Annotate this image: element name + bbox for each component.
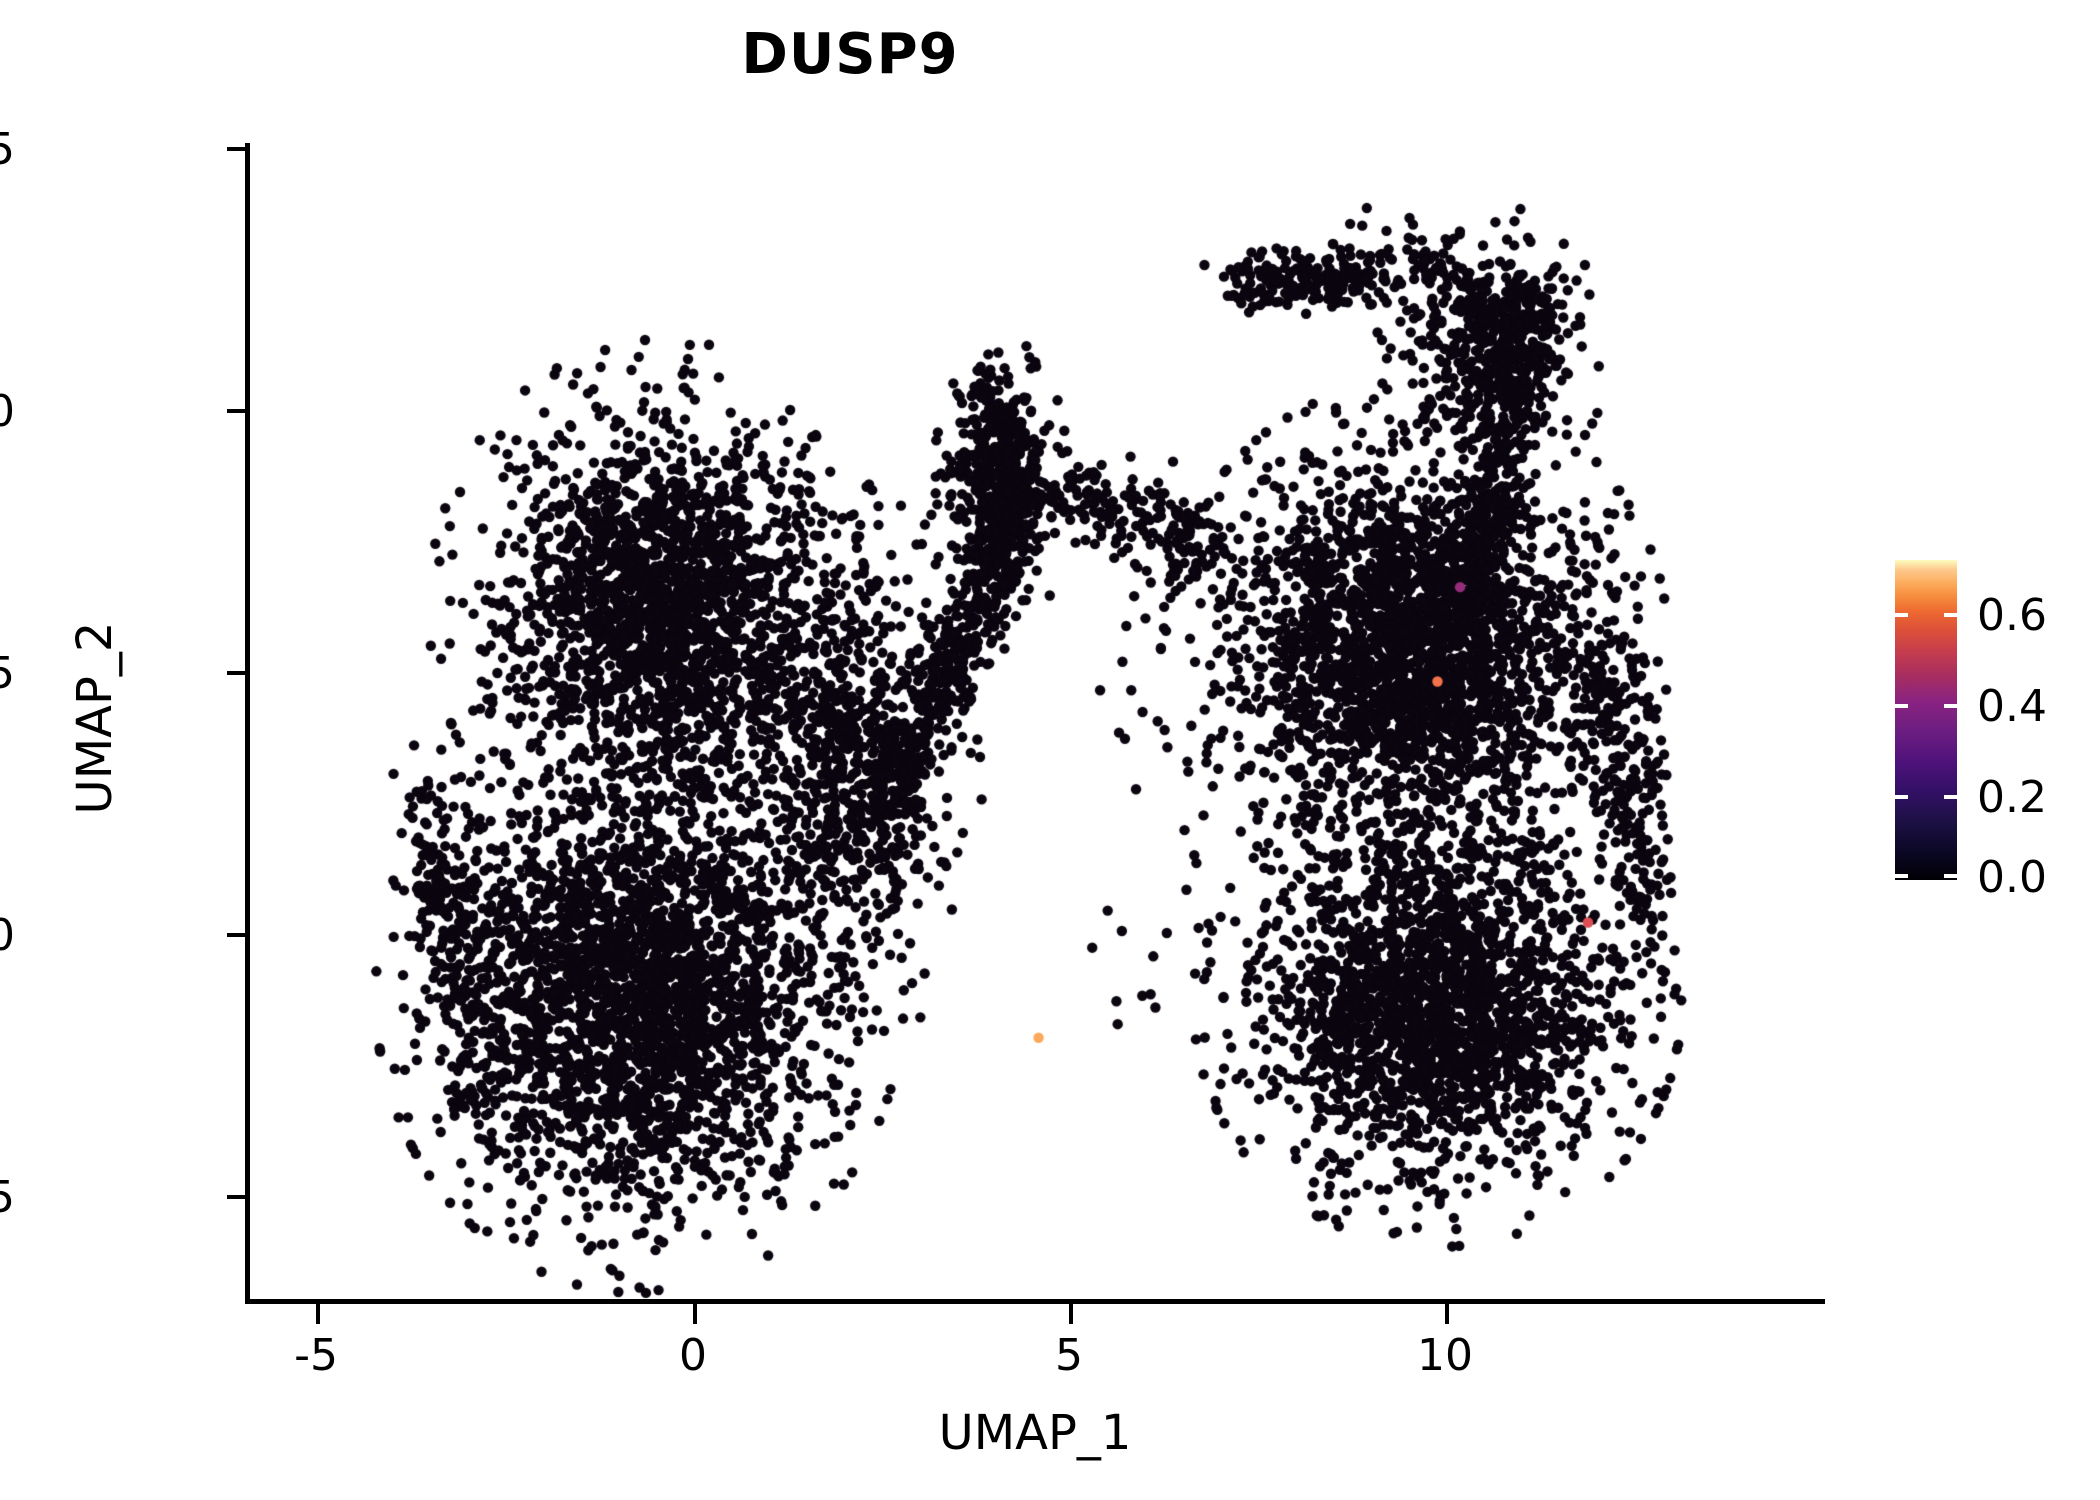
colorbar-tick-left	[1895, 613, 1908, 617]
x-tick-mark	[693, 1304, 697, 1324]
x-tick-mark	[1445, 1304, 1449, 1324]
colorbar-tick-left	[1895, 874, 1908, 878]
colorbar-tick-left	[1895, 704, 1908, 708]
x-axis-label: UMAP_1	[938, 1405, 1132, 1461]
x-tick-label: 0	[679, 1330, 707, 1381]
colorbar-tick	[1895, 795, 1957, 799]
y-tick-label: 2.5	[0, 648, 15, 699]
y-axis-label: UMAP_2	[67, 621, 123, 815]
colorbar-tick-right	[1944, 795, 1957, 799]
y-tick-mark	[227, 409, 245, 413]
y-tick-mark	[227, 933, 245, 937]
colorbar-tick-right	[1944, 874, 1957, 878]
x-tick-label: -5	[294, 1330, 338, 1381]
colorbar-gradient	[1895, 560, 1957, 880]
colorbar-tick-right	[1944, 613, 1957, 617]
colorbar-tick-label: 0.2	[1977, 772, 2047, 823]
y-axis-line	[245, 143, 250, 1303]
colorbar-tick-left	[1895, 795, 1908, 799]
x-tick-mark	[1069, 1304, 1073, 1324]
y-tick-label: 0.0	[0, 910, 15, 961]
x-tick-label: 10	[1417, 1330, 1473, 1381]
colorbar-tick-label: 0.6	[1977, 590, 2047, 641]
x-tick-label: 5	[1055, 1330, 1083, 1381]
x-tick-mark	[316, 1304, 320, 1324]
colorbar-tick	[1895, 613, 1957, 617]
y-tick-mark	[227, 1195, 245, 1199]
y-tick-mark	[227, 671, 245, 675]
colorbar-tick	[1895, 704, 1957, 708]
colorbar-tick-label: 0.0	[1977, 852, 2047, 903]
x-axis-line	[245, 1299, 1825, 1304]
page-title: DUSP9	[741, 22, 959, 87]
y-tick-label: -2.5	[0, 1172, 15, 1223]
colorbar-tick	[1895, 874, 1957, 878]
colorbar-tick-right	[1944, 704, 1957, 708]
y-tick-mark	[227, 147, 245, 151]
colorbar-tick-label: 0.4	[1977, 681, 2047, 732]
y-tick-label: 5.0	[0, 386, 15, 437]
y-tick-label: 7.5	[0, 124, 15, 175]
scatter-points-canvas	[250, 143, 1825, 1299]
